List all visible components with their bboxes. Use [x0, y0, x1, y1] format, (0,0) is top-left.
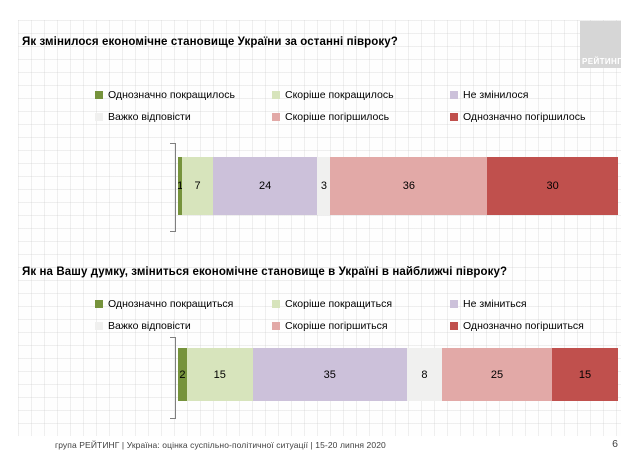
legend-item: Скоріше покращилось	[272, 89, 450, 101]
legend-label: Однозначно погіршилось	[463, 111, 586, 123]
chart1-stacked-bar: 1 7 24 3 36 30	[177, 157, 618, 215]
legend-item: Важко відповісти	[95, 111, 272, 123]
bar-segment-value: 2	[179, 368, 186, 381]
bar-segment-value: 24	[258, 180, 272, 192]
bar-segment: 25	[441, 348, 552, 401]
legend-item: Однозначно погіршиться	[450, 320, 620, 332]
bar-segment: 36	[330, 157, 488, 215]
legend-label: Не зміниться	[463, 298, 527, 310]
bar-segment: 3	[317, 157, 331, 215]
chart1-axis-bracket	[170, 143, 176, 232]
legend-label: Не змінилося	[463, 89, 529, 101]
legend-label: Однозначно покращилось	[108, 89, 235, 101]
legend-item: Скоріше погіршиться	[272, 320, 450, 332]
bar-segment-value: 30	[546, 180, 559, 192]
chart2-legend: Однозначно покращиться Скоріше покращитьс…	[95, 298, 620, 332]
bar-segment: 7	[182, 157, 213, 215]
legend-swatch-icon	[450, 300, 458, 308]
legend-item: Не зміниться	[450, 298, 620, 310]
bar-segment: 24	[212, 157, 318, 215]
legend-label: Скоріше погіршилось	[285, 111, 390, 123]
legend-label: Скоріше покращиться	[285, 298, 393, 310]
legend-item: Однозначно покращилось	[95, 89, 272, 101]
bar-segment-value: 3	[320, 180, 327, 192]
legend-swatch-icon	[272, 113, 280, 121]
bar-segment: 35	[252, 348, 407, 401]
bar-segment: 2	[178, 348, 187, 401]
legend-swatch-icon	[95, 322, 103, 330]
legend-swatch-icon	[272, 322, 280, 330]
legend-item: Однозначно покращиться	[95, 298, 272, 310]
legend-swatch-icon	[450, 322, 458, 330]
bar-segment-value: 7	[194, 180, 201, 192]
chart1-legend: Однозначно покращилось Скоріше покращилос…	[95, 89, 620, 123]
chart2-title: Як на Вашу думку, зміниться економічне с…	[22, 266, 508, 278]
legend-swatch-icon	[95, 113, 103, 121]
legend-label: Важко відповісти	[108, 320, 191, 332]
legend-item: Однозначно погіршилось	[450, 111, 620, 123]
legend-label: Скоріше погіршиться	[285, 320, 388, 332]
legend-label: Однозначно погіршиться	[463, 320, 584, 332]
bar-segment: 30	[487, 157, 618, 215]
chart1-title: Як змінилося економічне становище Україн…	[22, 36, 398, 48]
bar-segment-value: 25	[490, 368, 504, 381]
legend-label: Важко відповісти	[108, 111, 191, 123]
legend-swatch-icon	[450, 113, 458, 121]
bar-segment-value: 8	[421, 368, 428, 381]
rating-logo-text: РЕЙТИНГ	[582, 57, 623, 66]
legend-item: Скоріше погіршилось	[272, 111, 450, 123]
legend-label: Скоріше покращилось	[285, 89, 394, 101]
legend-swatch-icon	[272, 300, 280, 308]
bar-segment-value: 15	[578, 368, 592, 381]
legend-swatch-icon	[95, 91, 103, 99]
legend-swatch-icon	[450, 91, 458, 99]
bar-segment: 15	[551, 348, 618, 401]
bar-segment: 15	[186, 348, 253, 401]
footer-source-text: група РЕЙТИНГ | Україна: оцінка суспільн…	[55, 440, 386, 450]
slide-background-grid	[18, 20, 621, 436]
legend-swatch-icon	[95, 300, 103, 308]
bar-segment: 1	[177, 157, 184, 215]
legend-label: Однозначно покращиться	[108, 298, 234, 310]
bar-segment-value: 35	[323, 368, 336, 381]
rating-logo: РЕЙТИНГ	[580, 21, 623, 68]
bar-segment-value: 36	[402, 180, 415, 192]
legend-item: Скоріше покращиться	[272, 298, 450, 310]
legend-item: Важко відповісти	[95, 320, 272, 332]
legend-item: Не змінилося	[450, 89, 620, 101]
page-number: 6	[612, 438, 618, 450]
bar-segment-value: 15	[213, 368, 226, 381]
legend-swatch-icon	[272, 91, 280, 99]
chart2-axis-bracket	[170, 337, 176, 419]
chart2-stacked-bar: 2 15 35 8 25 15	[178, 348, 618, 401]
bar-segment-value: 1	[177, 180, 184, 192]
bar-segment: 8	[406, 348, 442, 401]
